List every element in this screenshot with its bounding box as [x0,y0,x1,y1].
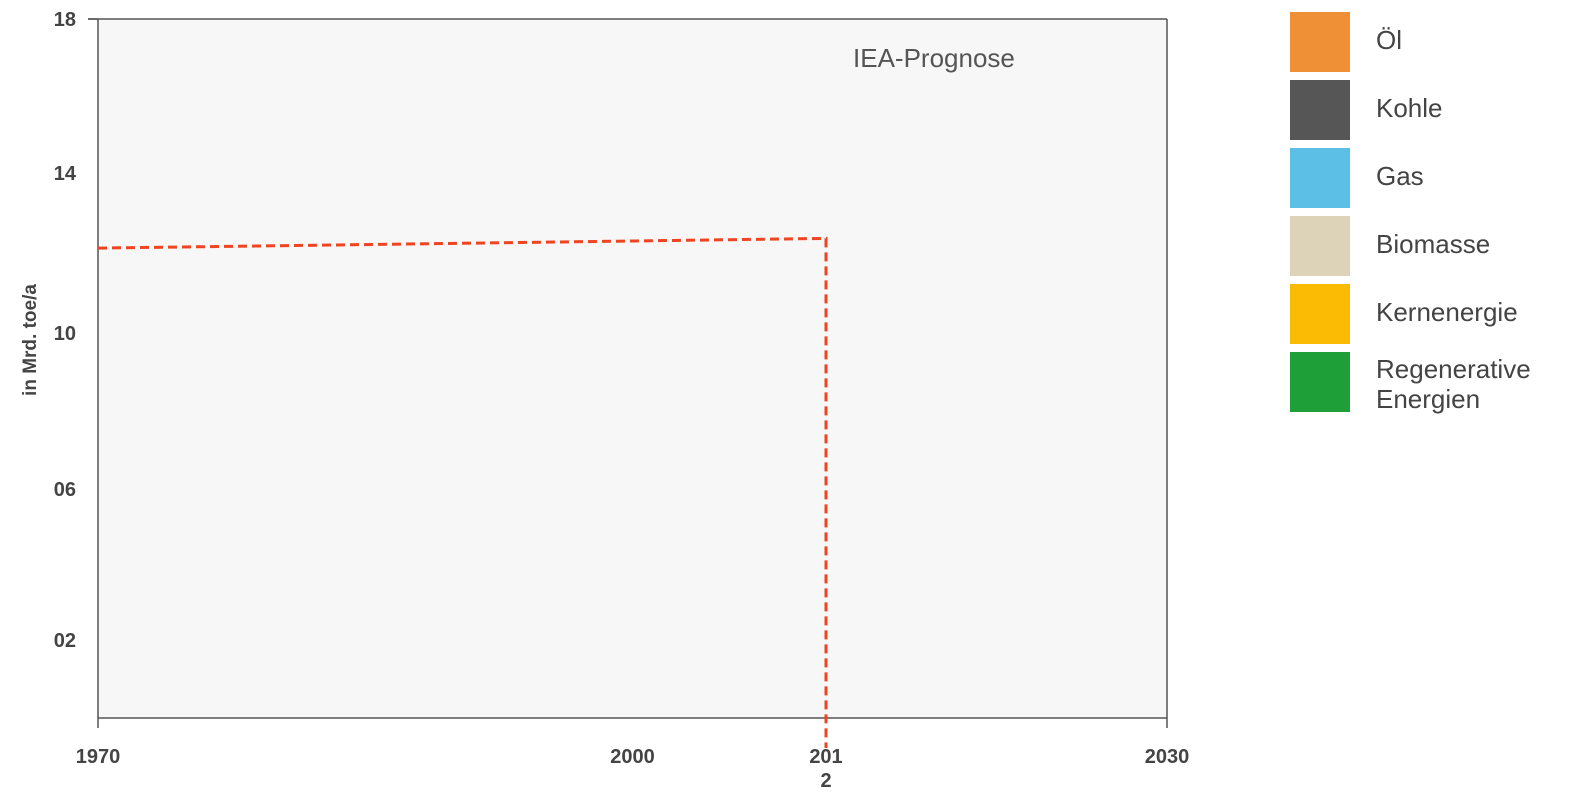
y-tick-label: 02 [54,630,76,652]
y-tick-label: 10 [54,323,76,345]
forecast-annotation: IEA-Prognose [853,43,1015,73]
legend-swatch [1290,352,1350,412]
x-tick-label: 201 2 [809,746,842,792]
y-axis-label: in Mrd. toe/a [20,284,41,396]
legend-swatch [1290,216,1350,276]
legend-label: Kohle [1376,93,1443,123]
legend-swatch [1290,12,1350,72]
y-axis-ticks: 18 14 10 06 02 [54,9,98,652]
x-tick-label: 2030 [1145,746,1190,768]
reference-line [97,236,828,748]
legend-swatch [1290,284,1350,344]
x-tick-label: 1970 [76,746,121,768]
x-axis-ticks: 1970 2000 201 2 2030 [76,746,1190,792]
legend-label: Gas [1376,161,1424,191]
y-tick-label: 06 [54,479,76,501]
dashed-reference-line [97,236,828,748]
legend-swatch [1290,80,1350,140]
y-tick-label: 14 [54,163,77,185]
legend-label: Öl [1376,25,1402,55]
plot-area [98,19,1167,718]
legend-swatch [1290,148,1350,208]
legend-label: Biomasse [1376,229,1491,259]
legend-label: Regenerative Energien [1376,354,1531,414]
x-tick-label: 2000 [610,746,655,768]
legend-label: Kernenergie [1376,297,1518,327]
y-tick-label: 18 [54,9,76,31]
axes [88,18,1168,728]
